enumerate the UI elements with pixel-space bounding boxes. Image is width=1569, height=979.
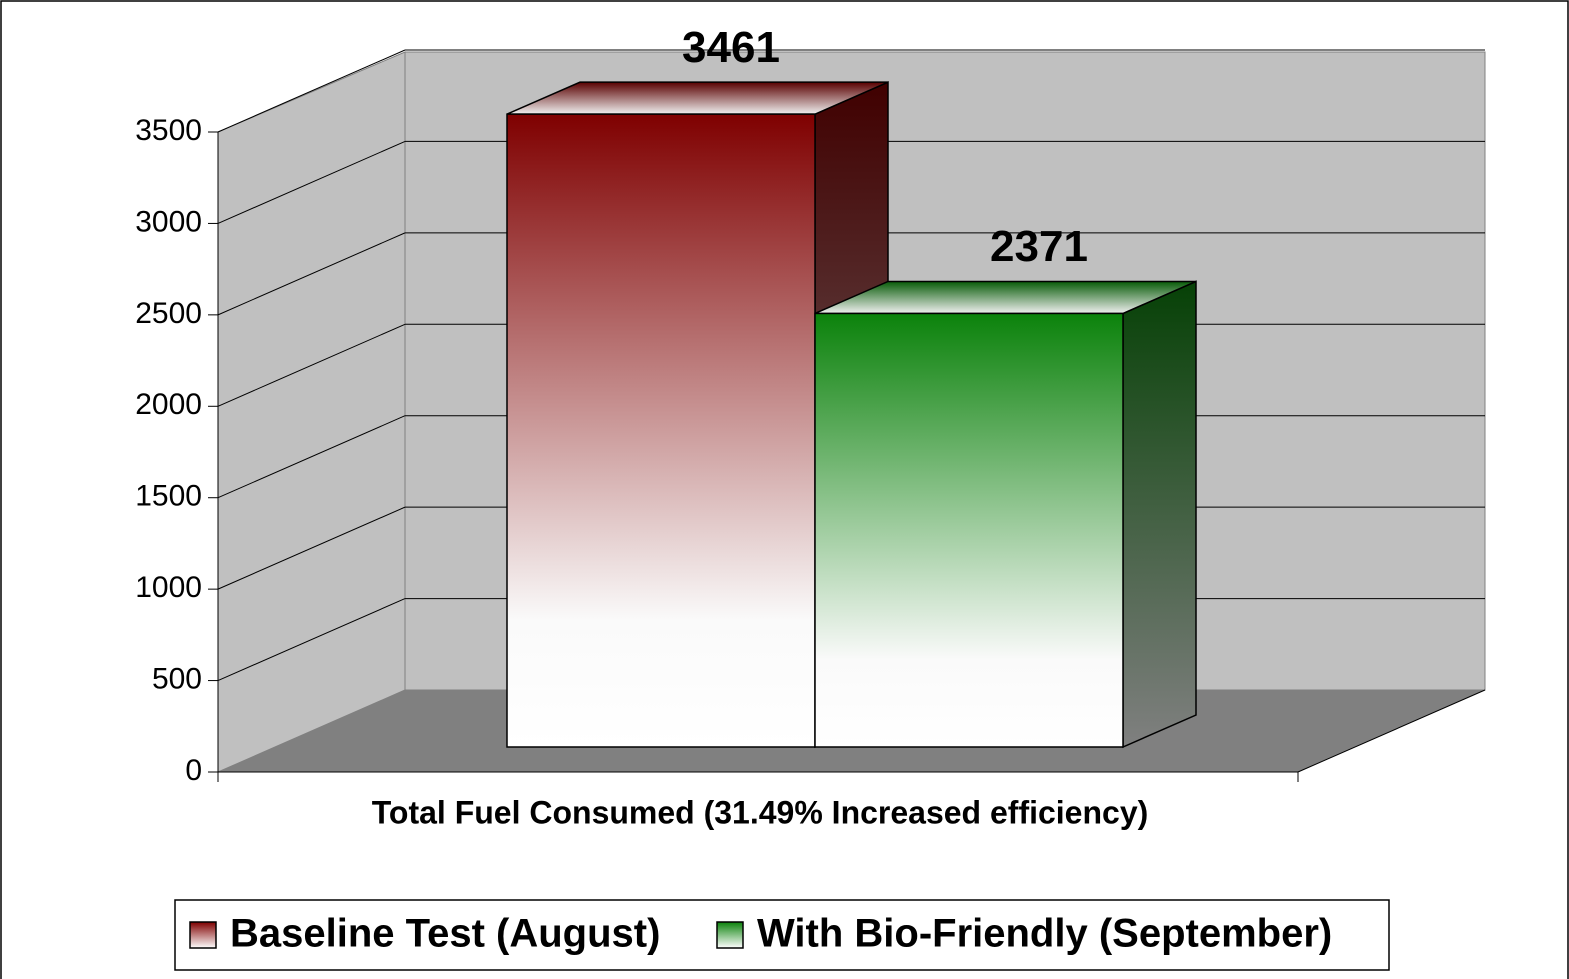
side-wall [217,51,406,773]
floor-edge [1297,689,1486,773]
y-tick-label: 3000 [135,205,202,238]
grid-line [217,232,406,316]
y-tick-label: 0 [185,754,202,787]
grid-line [217,140,406,224]
grid-line [217,323,406,407]
legend-label: Baseline Test (August) [230,912,660,956]
grid-line [217,598,406,682]
y-tick-label: 500 [152,662,202,695]
y-tick-label: 1500 [135,480,202,513]
legend-label: With Bio-Friendly (September) [757,912,1332,956]
bar [814,312,1124,748]
legend-swatch [716,921,744,949]
y-tick-label: 1000 [135,571,202,604]
category-label: Total Fuel Consumed (31.49% Increased ef… [372,794,1149,830]
bar [506,113,816,748]
legend [174,899,1390,971]
bar-side [1122,280,1197,749]
y-tick-label: 3500 [135,114,202,147]
grid-line [217,415,406,499]
value-label: 2371 [990,222,1088,271]
y-tick-label: 2000 [135,388,202,421]
value-label: 3461 [682,23,780,72]
grid-line [217,506,406,590]
grid-line [217,49,406,133]
y-tick-label: 2500 [135,297,202,330]
legend-swatch [189,921,217,949]
